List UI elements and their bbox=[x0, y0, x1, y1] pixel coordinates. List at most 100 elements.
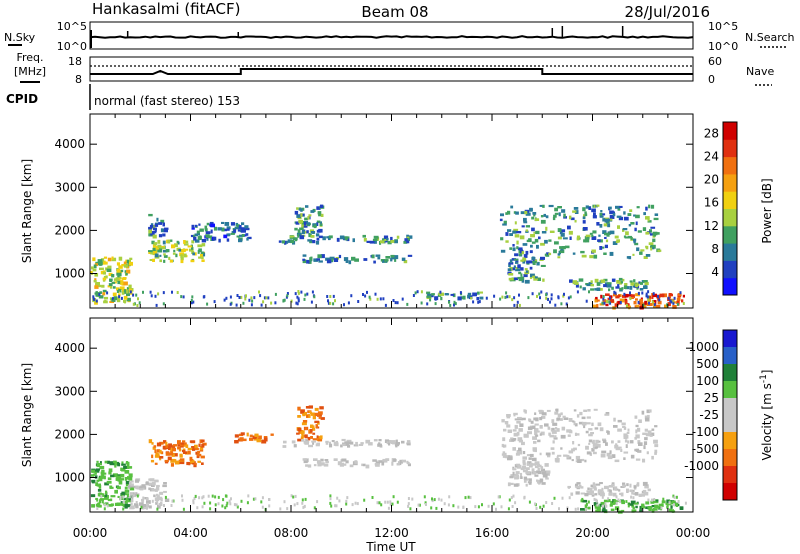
data-cell bbox=[537, 467, 540, 471]
data-cell bbox=[531, 216, 534, 220]
data-cell bbox=[431, 499, 434, 503]
data-cell bbox=[286, 292, 289, 295]
data-cell bbox=[104, 296, 109, 300]
data-cell bbox=[148, 226, 152, 230]
colorbar-segment bbox=[723, 415, 737, 433]
data-cell bbox=[568, 496, 571, 500]
data-cell bbox=[594, 278, 599, 283]
data-cell bbox=[325, 461, 329, 464]
data-cell bbox=[238, 225, 242, 229]
data-cell bbox=[103, 256, 108, 259]
data-cell bbox=[325, 441, 329, 445]
data-cell bbox=[650, 244, 656, 249]
data-cell bbox=[308, 405, 313, 409]
data-cell bbox=[546, 252, 550, 255]
data-cell bbox=[606, 300, 609, 303]
data-cell bbox=[176, 240, 179, 244]
data-cell bbox=[615, 495, 618, 499]
data-cell bbox=[116, 502, 122, 506]
data-cell bbox=[558, 212, 561, 217]
data-cell bbox=[320, 417, 325, 420]
data-cell bbox=[313, 458, 318, 461]
data-cell bbox=[597, 509, 601, 513]
data-cell bbox=[590, 490, 594, 494]
data-cell bbox=[648, 409, 652, 413]
data-cell bbox=[552, 427, 555, 431]
data-cell bbox=[584, 507, 587, 511]
data-cell bbox=[531, 463, 536, 466]
data-cell bbox=[535, 507, 538, 510]
x-tick-label: 12:00 bbox=[374, 526, 409, 540]
data-cell bbox=[252, 435, 257, 439]
data-cell bbox=[105, 275, 108, 278]
data-cell bbox=[579, 285, 582, 289]
data-cell bbox=[538, 292, 541, 296]
data-cell bbox=[152, 227, 157, 231]
data-cell bbox=[584, 236, 588, 240]
data-cell bbox=[599, 427, 604, 432]
data-cell bbox=[136, 304, 139, 307]
data-cell bbox=[568, 450, 574, 454]
data-cell bbox=[577, 459, 582, 463]
data-cell bbox=[97, 489, 102, 492]
data-cell bbox=[560, 447, 563, 450]
data-cell bbox=[191, 240, 195, 244]
data-cell bbox=[539, 433, 542, 436]
data-cell bbox=[430, 294, 434, 298]
data-cell bbox=[592, 439, 595, 444]
data-cell bbox=[542, 504, 545, 508]
data-cell bbox=[545, 501, 548, 504]
data-cell bbox=[677, 293, 682, 297]
data-cell bbox=[647, 488, 651, 492]
data-cell bbox=[261, 439, 267, 444]
data-cell bbox=[645, 506, 650, 509]
data-cell bbox=[618, 281, 622, 285]
colorbar-segment bbox=[723, 191, 737, 209]
data-cell bbox=[151, 488, 157, 492]
data-cell bbox=[151, 454, 154, 459]
data-cell bbox=[320, 213, 324, 217]
data-cell bbox=[99, 475, 105, 479]
data-cell bbox=[591, 208, 596, 213]
y-tick-label: 2000 bbox=[54, 223, 85, 237]
data-cell bbox=[629, 209, 633, 212]
data-cell bbox=[331, 440, 335, 443]
data-cell bbox=[543, 213, 546, 217]
data-cell bbox=[593, 304, 596, 307]
data-cell bbox=[598, 489, 602, 492]
data-cell bbox=[559, 246, 564, 249]
data-cell bbox=[530, 273, 535, 278]
data-cell bbox=[305, 205, 309, 208]
data-cell bbox=[587, 500, 590, 504]
data-cell bbox=[525, 478, 530, 481]
data-cell bbox=[599, 224, 603, 228]
data-cell bbox=[163, 490, 167, 493]
data-cell bbox=[336, 496, 339, 500]
data-cell bbox=[625, 500, 628, 503]
data-cell bbox=[641, 410, 645, 415]
data-cell bbox=[653, 498, 656, 501]
data-cell bbox=[582, 499, 588, 503]
data-cell bbox=[628, 503, 634, 506]
data-cell bbox=[123, 500, 128, 504]
data-cell bbox=[207, 494, 210, 498]
data-cell bbox=[209, 501, 212, 505]
data-cell bbox=[347, 301, 350, 305]
data-cell bbox=[525, 212, 531, 216]
data-cell bbox=[531, 241, 536, 244]
data-cell bbox=[306, 222, 311, 225]
data-cell bbox=[540, 468, 545, 472]
data-cell bbox=[625, 231, 629, 236]
data-cell bbox=[589, 255, 594, 259]
data-cell bbox=[120, 473, 125, 478]
data-cell bbox=[538, 480, 541, 485]
data-cell bbox=[316, 500, 319, 504]
data-cell bbox=[562, 415, 566, 418]
data-cell bbox=[587, 487, 590, 491]
data-cell bbox=[639, 298, 643, 303]
data-cell bbox=[649, 229, 652, 233]
data-cell bbox=[544, 463, 549, 467]
data-cell bbox=[623, 292, 626, 296]
data-cell bbox=[170, 463, 174, 467]
data-cell bbox=[221, 504, 224, 508]
